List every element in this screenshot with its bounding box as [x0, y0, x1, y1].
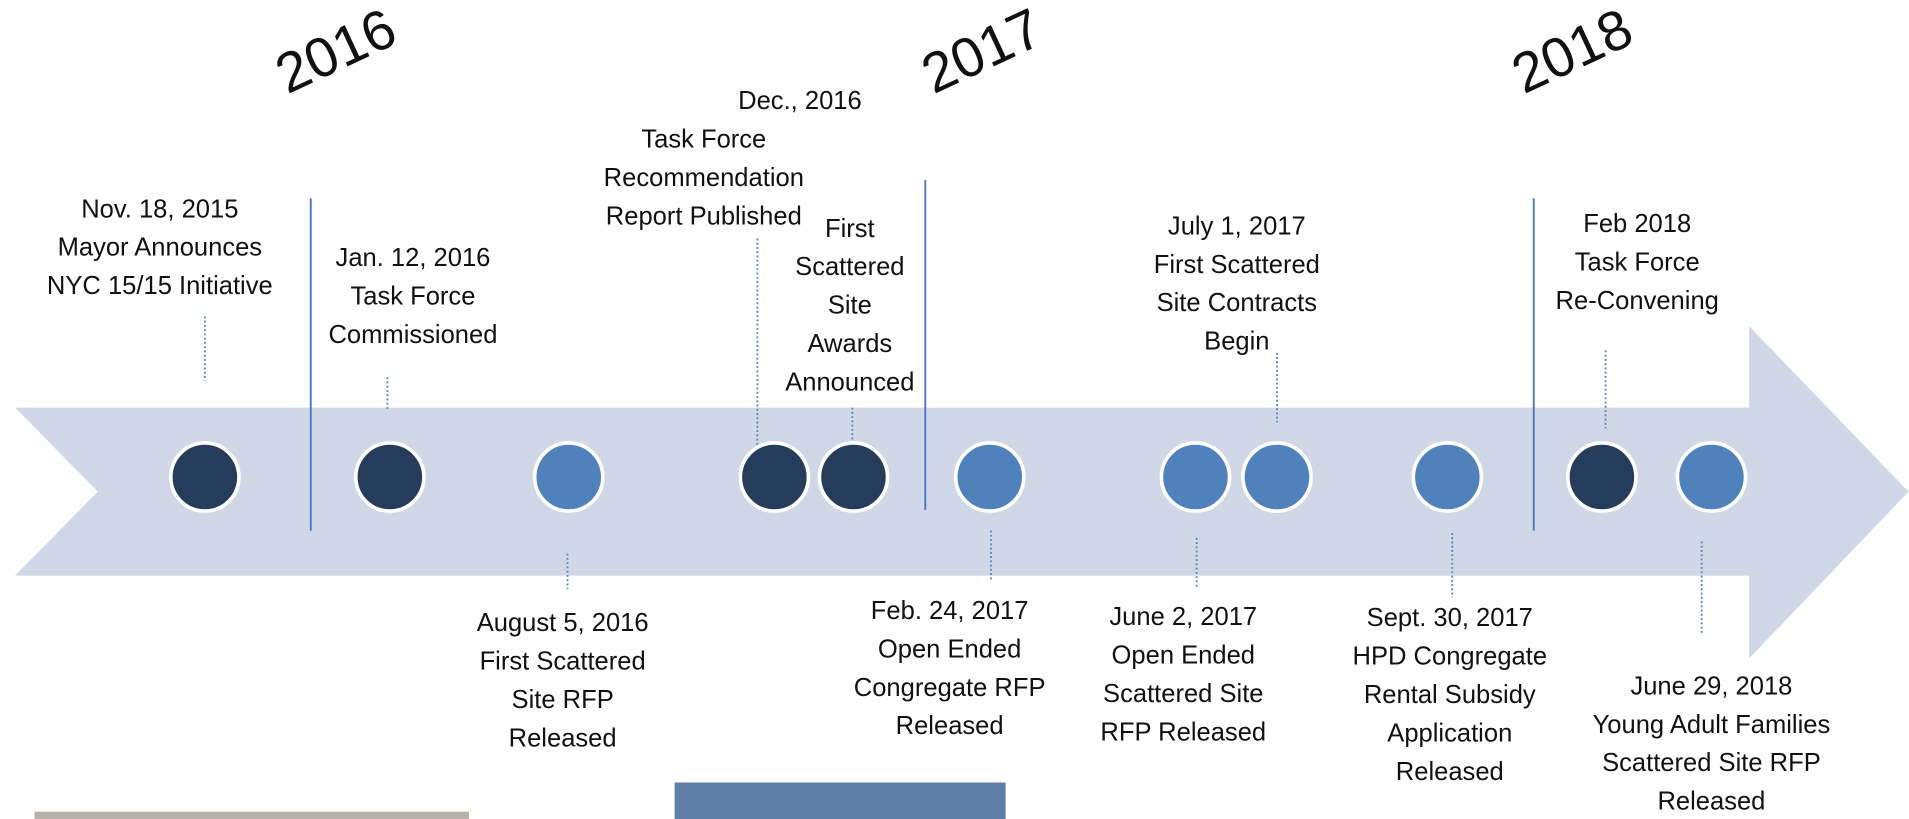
event-label: Dec., 2016	[738, 87, 862, 115]
event-label: Recommendation	[604, 164, 804, 192]
photo	[34, 812, 468, 819]
event-label: Announced	[785, 369, 914, 397]
event-dot	[356, 443, 424, 511]
event-label: Task Force	[1575, 248, 1700, 276]
event-label: Feb 2018	[1583, 210, 1691, 238]
year-label: 2018	[1502, 0, 1641, 105]
event-label: Released	[1657, 788, 1765, 816]
event-label: Released	[1396, 758, 1504, 786]
event-dot	[1161, 443, 1229, 511]
event-label: First Scattered	[480, 647, 646, 675]
event-label: Task Force	[350, 282, 475, 310]
event-label: Sept. 30, 2017	[1367, 604, 1533, 632]
event-label: NYC 15/15 Initiative	[47, 272, 273, 300]
event-dot	[1413, 443, 1481, 511]
year-label: 2016	[266, 0, 405, 105]
event-dot	[819, 443, 887, 511]
event-label: HPD Congregate	[1353, 643, 1548, 671]
event-label: June 29, 2018	[1630, 672, 1792, 700]
timeline: 2016 2017 2018 Nov. 18, 2015 Mayor Announ…	[0, 0, 1909, 819]
event-label: Congregate RFP	[854, 674, 1046, 702]
event-label: Released	[896, 712, 1004, 740]
year-label: 2017	[912, 0, 1051, 105]
event-label: Open Ended	[878, 635, 1021, 663]
page: 2016 2017 2018 Nov. 18, 2015 Mayor Announ…	[0, 0, 1909, 819]
event-label: Commissioned	[328, 321, 497, 349]
event-dot	[1677, 443, 1745, 511]
event-label: Scattered Site RFP	[1602, 749, 1821, 777]
event-label: July 1, 2017	[1168, 212, 1306, 240]
event-label: First Scattered	[1154, 251, 1320, 279]
event-label: Re-Convening	[1556, 287, 1719, 315]
event-label: Mayor Announces	[58, 234, 263, 262]
event-dot	[535, 443, 603, 511]
event-label: Site RFP	[512, 686, 614, 714]
event-label: Rental Subsidy	[1364, 681, 1536, 709]
event-label: Site Contracts	[1157, 289, 1317, 317]
event-label: Report Published	[606, 202, 802, 230]
event-label: Open Ended	[1112, 641, 1255, 669]
building-photo	[675, 782, 1006, 819]
event-label: August 5, 2016	[477, 609, 649, 637]
event-dot	[171, 443, 239, 511]
event-label: Application	[1387, 720, 1512, 748]
event-label: Scattered	[795, 253, 904, 281]
event-dot	[956, 443, 1024, 511]
event-label: Scattered Site	[1103, 680, 1263, 708]
event-label: First	[825, 215, 875, 243]
event-label: Young Adult Families	[1593, 711, 1831, 739]
event-label: Begin	[1204, 328, 1269, 356]
event-label: Nov. 18, 2015	[81, 195, 238, 223]
event-label: RFP Released	[1100, 718, 1266, 746]
event-label: Task Force	[641, 125, 766, 153]
event-dot	[740, 443, 808, 511]
event-label: Released	[509, 724, 617, 752]
event-dot	[1568, 443, 1636, 511]
event-label: Jan. 12, 2016	[336, 244, 491, 272]
event-label: June 2, 2017	[1109, 603, 1257, 631]
event-dot	[1243, 443, 1311, 511]
event-label: Site	[828, 292, 872, 320]
event-label: Awards	[807, 330, 892, 358]
event-label: Feb. 24, 2017	[871, 597, 1029, 625]
